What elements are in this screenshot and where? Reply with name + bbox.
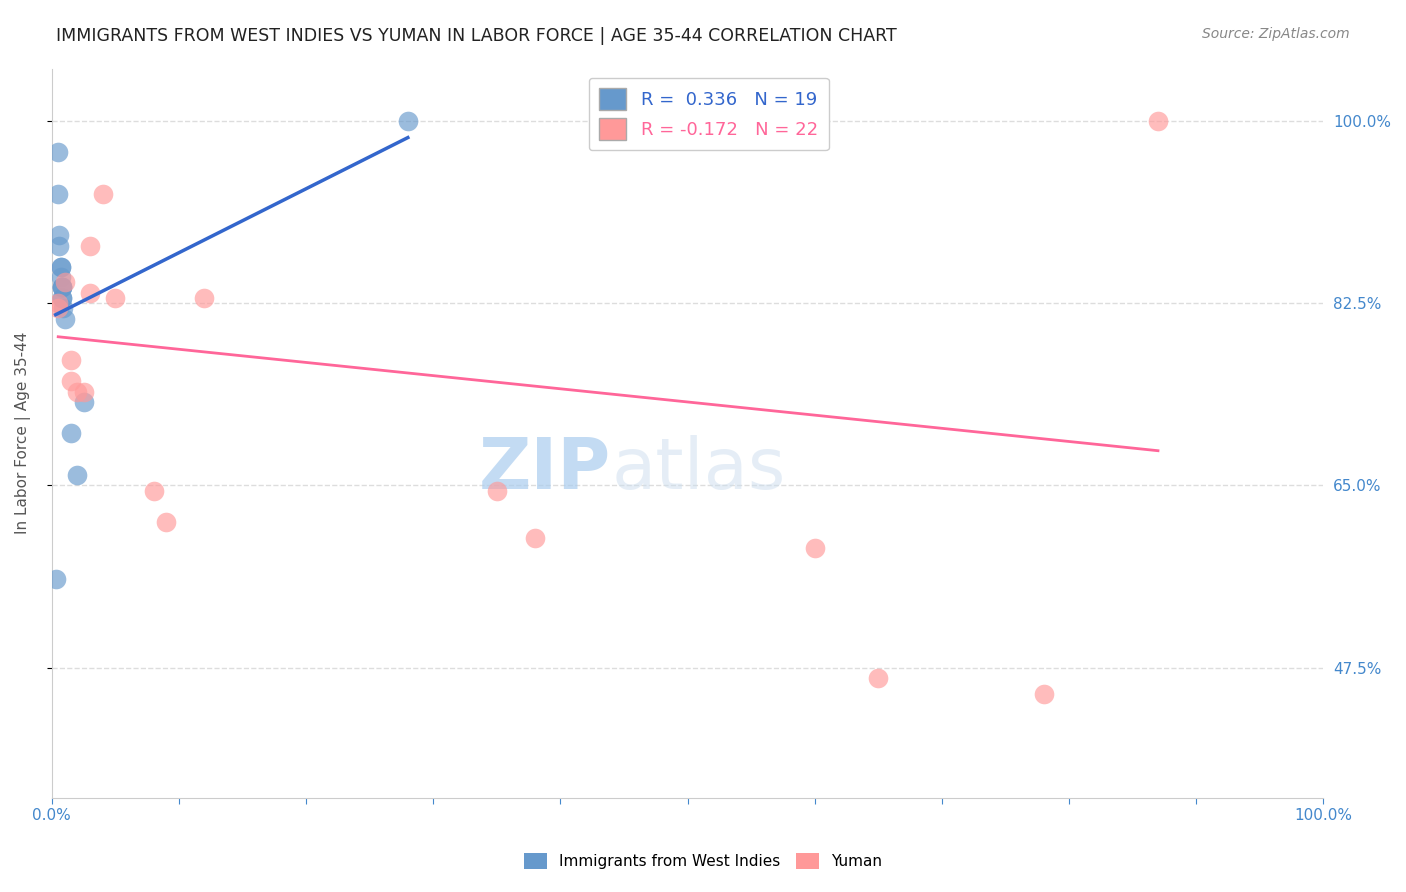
Point [803,541,825,555]
Point [52,301,75,316]
Point [51,291,73,305]
Point [51,280,73,294]
Text: ZIP: ZIP [479,435,612,504]
Point [79,238,101,252]
Point [49,260,72,274]
Point [53,311,76,326]
Point [48,238,70,252]
Point [193,291,215,305]
Point [53,275,76,289]
Y-axis label: In Labor Force | Age 35-44: In Labor Force | Age 35-44 [15,332,31,534]
Point [66,467,89,482]
Text: IMMIGRANTS FROM WEST INDIES VS YUMAN IN LABOR FORCE | AGE 35-44 CORRELATION CHAR: IMMIGRANTS FROM WEST INDIES VS YUMAN IN … [56,27,897,45]
Point [485,483,508,498]
Point [59,374,82,388]
Point [51,280,73,294]
Point [613,113,636,128]
Point [142,483,165,498]
Text: Source: ZipAtlas.com: Source: ZipAtlas.com [1202,27,1350,41]
Point [46,296,69,310]
Point [49,260,72,274]
Point [51,291,73,305]
Point [66,384,89,399]
Legend: R =  0.336   N = 19, R = -0.172   N = 22: R = 0.336 N = 19, R = -0.172 N = 22 [589,78,828,151]
Point [49,269,72,284]
Point [1032,687,1054,701]
Point [676,113,699,128]
Point [1147,113,1170,128]
Point [59,353,82,368]
Point [46,145,69,159]
Point [79,285,101,300]
Point [48,228,70,243]
Point [72,395,94,409]
Point [59,426,82,441]
Point [523,531,546,545]
Point [46,186,69,201]
Point [72,384,94,399]
Point [868,671,890,685]
Point [46,301,69,316]
Text: atlas: atlas [612,435,786,504]
Point [155,515,177,529]
Legend: Immigrants from West Indies, Yuman: Immigrants from West Indies, Yuman [517,847,889,875]
Point [91,186,114,201]
Point [51,280,73,294]
Point [104,291,127,305]
Point [45,572,67,586]
Point [396,113,419,128]
